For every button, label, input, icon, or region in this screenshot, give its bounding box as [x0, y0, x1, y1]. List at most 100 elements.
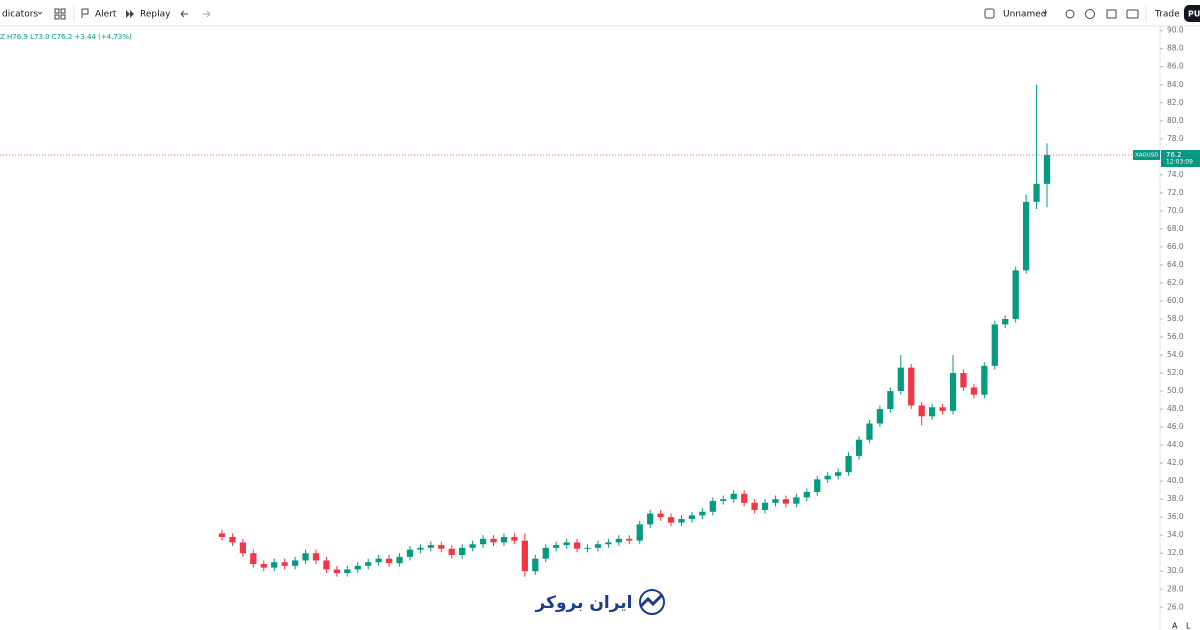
candle-body — [1033, 183, 1040, 202]
templates-icon[interactable] — [54, 8, 66, 20]
countdown-label: 12:03:09 — [1166, 159, 1193, 166]
candle-body — [991, 324, 998, 366]
candle-body — [406, 549, 414, 557]
candle-body — [365, 562, 372, 566]
dropdown-icon[interactable] — [37, 11, 43, 15]
y-tick-label: 78.0 — [1167, 134, 1184, 143]
y-tick-label: 84.0 — [1167, 80, 1184, 89]
y-tick-label: 90.0 — [1167, 26, 1184, 35]
y-tick-label: 88.0 — [1167, 44, 1184, 53]
candle-body — [281, 562, 288, 566]
candle-body — [761, 502, 769, 510]
y-tick-label: 36.0 — [1167, 512, 1184, 521]
y-tick-label: 52.0 — [1167, 368, 1184, 377]
candle-body — [605, 542, 612, 545]
candle-body — [459, 547, 466, 556]
replay-icon[interactable] — [126, 10, 134, 18]
alert-icon[interactable] — [81, 8, 89, 18]
candle-body — [396, 556, 403, 564]
candle-body — [981, 365, 988, 395]
indicators-button[interactable]: dicators — [2, 10, 38, 20]
y-tick-label: 64.0 — [1167, 260, 1184, 269]
candle-body — [741, 493, 748, 503]
candle-body — [960, 373, 967, 388]
alert-button[interactable]: Alert — [95, 10, 117, 20]
price-label-box — [1161, 150, 1200, 168]
replay-button[interactable]: Replay — [140, 10, 171, 20]
candle-body — [845, 455, 852, 473]
candle-body — [667, 517, 675, 523]
candle-body — [615, 538, 622, 543]
candle-body — [532, 558, 539, 572]
y-tick-label: 26.0 — [1167, 602, 1184, 611]
y-tick-label: 46.0 — [1167, 422, 1184, 431]
y-tick-label: 72.0 — [1167, 188, 1184, 197]
y-tick-label: 30.0 — [1167, 566, 1184, 575]
y-tick-label: 42.0 — [1167, 458, 1184, 467]
log-scale-button[interactable]: L — [1186, 622, 1191, 630]
candle-body — [427, 545, 434, 548]
undo-icon[interactable] — [180, 10, 188, 18]
candle-body — [751, 502, 758, 510]
y-tick-label: 48.0 — [1167, 404, 1184, 413]
candle-body — [908, 367, 915, 406]
candle-body — [866, 423, 873, 440]
y-tick-label: 60.0 — [1167, 296, 1184, 305]
candle-body — [563, 542, 570, 546]
candle-body — [814, 479, 821, 492]
candle-body — [657, 513, 664, 518]
publish-label[interactable]: PU — [1188, 10, 1200, 19]
candle-body — [793, 497, 800, 504]
y-tick-label: 58.0 — [1167, 314, 1184, 323]
candle-body — [344, 569, 351, 574]
candle-body — [918, 405, 925, 417]
candle-body — [323, 560, 330, 570]
candle-body — [553, 545, 560, 548]
y-tick-label: 28.0 — [1167, 584, 1184, 593]
y-tick-label: 32.0 — [1167, 548, 1184, 557]
candle-body — [1002, 318, 1009, 325]
candle-body — [835, 472, 842, 476]
candle-body — [709, 500, 716, 512]
settings-icon[interactable] — [1085, 9, 1095, 19]
snapshot-icon[interactable] — [1126, 9, 1139, 19]
y-tick-label: 80.0 — [1167, 116, 1184, 125]
layout-name[interactable]: Unnamed — [1003, 10, 1047, 20]
y-tick-label: 50.0 — [1167, 386, 1184, 395]
fullscreen-icon[interactable] — [1106, 9, 1117, 19]
y-tick-label: 34.0 — [1167, 530, 1184, 539]
candle-body — [354, 565, 361, 570]
y-tick-label: 66.0 — [1167, 242, 1184, 251]
candle-body — [500, 537, 508, 543]
trade-button[interactable]: Trade — [1154, 10, 1180, 20]
y-tick-label: 40.0 — [1167, 476, 1184, 485]
layout-icon[interactable] — [984, 8, 995, 19]
candle-body — [469, 544, 476, 548]
candle-body — [688, 515, 696, 519]
watermark-logo — [639, 589, 665, 615]
candle-body — [803, 491, 810, 498]
candle-body — [385, 558, 393, 564]
quick-search-icon[interactable] — [1065, 9, 1075, 19]
publish-button[interactable] — [1184, 5, 1200, 22]
candle-body — [302, 553, 309, 561]
dropdown-icon[interactable] — [1042, 11, 1048, 15]
candle-body — [772, 499, 779, 503]
candle-body — [626, 538, 633, 541]
y-tick-label: 44.0 — [1167, 440, 1184, 449]
candle-body — [490, 538, 497, 543]
candle-body — [1043, 155, 1051, 184]
candle-body — [876, 409, 884, 424]
candle-body — [636, 524, 643, 541]
symbol-label: XAGUSD — [1135, 153, 1158, 159]
candle-body — [271, 562, 278, 568]
redo-icon[interactable] — [203, 10, 211, 18]
candle-body — [521, 540, 528, 572]
candle-body — [949, 373, 957, 411]
candle-body — [1022, 201, 1030, 271]
candle-body — [375, 558, 382, 563]
candle-body — [824, 475, 831, 480]
candle-body — [699, 511, 706, 516]
auto-scale-button[interactable]: A — [1172, 622, 1178, 630]
candle-body — [260, 564, 267, 568]
